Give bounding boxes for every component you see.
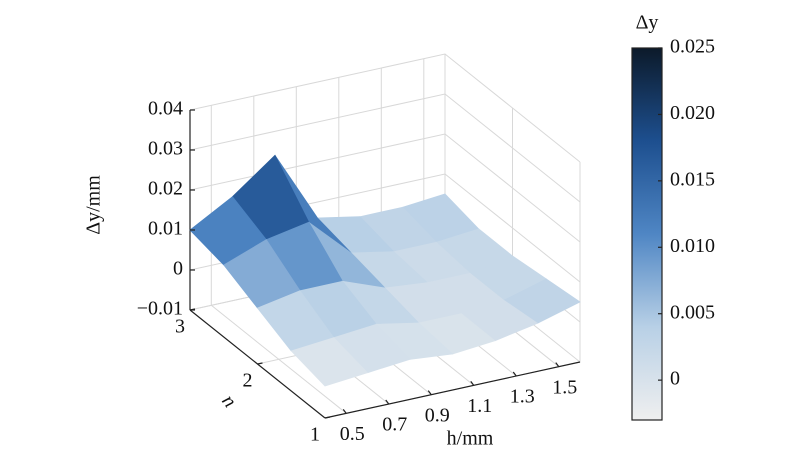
z-tick-label: 0.04 <box>148 98 183 120</box>
x-tick-label: 1.3 <box>510 386 535 408</box>
y-tick-label: 3 <box>175 316 185 338</box>
x-tick <box>427 390 432 396</box>
colorbar-tick-label: 0.020 <box>670 102 715 124</box>
z-tick-label: 0.02 <box>148 178 183 200</box>
colorbar-tick-label: 0.015 <box>670 168 715 190</box>
x-axis-label: h/mm <box>447 428 494 450</box>
y-tick <box>189 308 196 311</box>
x-tick-label: 1.5 <box>552 376 577 398</box>
x-tick <box>470 380 475 386</box>
y-tick-label: 2 <box>243 370 253 392</box>
y-axis-label: n <box>217 390 240 411</box>
colorbar <box>631 47 663 421</box>
z-tick-label: 0.01 <box>148 218 183 240</box>
colorbar-tick-label: 0.025 <box>670 36 715 58</box>
x-tick <box>555 362 560 368</box>
x-tick <box>385 399 390 405</box>
y-tick <box>324 416 331 419</box>
colorbar-tick-label: 0.005 <box>670 301 715 323</box>
x-axis <box>324 361 581 419</box>
y-tick <box>257 362 263 365</box>
colorbar-tick-label: 0.010 <box>670 235 715 257</box>
z-tick-label: 0.03 <box>148 138 183 160</box>
x-tick <box>512 371 517 377</box>
z-tick-label: 0 <box>173 258 183 280</box>
x-tick-label: 0.9 <box>425 404 450 426</box>
colorbar-title: Δy <box>636 12 659 34</box>
z-tick-label: −0.01 <box>137 298 183 320</box>
x-tick <box>342 408 347 414</box>
z-axis-label: Δy/mm <box>83 175 105 235</box>
x-tick-label: 0.5 <box>340 423 365 445</box>
colorbar-tick-label: 0 <box>670 368 680 390</box>
surface-patch <box>290 337 369 387</box>
y-tick-label: 1 <box>310 424 320 446</box>
x-tick-label: 1.1 <box>467 395 492 417</box>
grid-line <box>189 53 581 163</box>
x-tick-label: 0.7 <box>382 414 407 436</box>
